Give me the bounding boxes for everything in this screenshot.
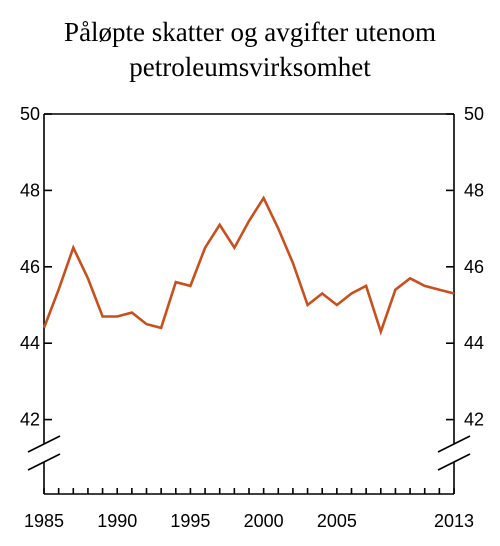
y-tick-label-right: 48: [464, 180, 484, 200]
y-tick-label-right: 42: [464, 410, 484, 430]
y-tick-label-left: 50: [20, 104, 40, 124]
chart-title-line-2: petroleumsvirksomhet: [129, 52, 371, 82]
x-tick-label: 1990: [97, 511, 137, 531]
y-tick-label-right: 50: [464, 104, 484, 124]
left-axis-break-mark-2: [27, 453, 61, 471]
y-tick-label-left: 44: [20, 333, 40, 353]
x-tick-label: 2013: [434, 511, 474, 531]
y-tick-label-right: 46: [464, 257, 484, 277]
y-tick-label-right: 44: [464, 333, 484, 353]
x-tick-label: 1985: [24, 511, 64, 531]
right-axis-break-mark-2: [437, 453, 471, 471]
y-tick-label-left: 42: [20, 410, 40, 430]
x-tick-label: 2005: [317, 511, 357, 531]
tick-labels: 42 42 44 44 46 46 48 48 50 50 1985 1990 1995 2000 2005…: [20, 104, 484, 531]
x-tick-label: 1995: [170, 511, 210, 531]
y-tick-label-left: 46: [20, 257, 40, 277]
series-line-0: [42, 195, 455, 336]
chart-title-line-1: Påløpte skatter og avgifter utenom: [64, 17, 436, 47]
series-layer: [42, 195, 455, 336]
axes: [27, 113, 471, 495]
right-axis-break-mark-1: [437, 435, 471, 453]
x-tick-label: 2000: [244, 511, 284, 531]
left-axis-break-mark-1: [27, 435, 61, 453]
y-tick-label-left: 48: [20, 180, 40, 200]
